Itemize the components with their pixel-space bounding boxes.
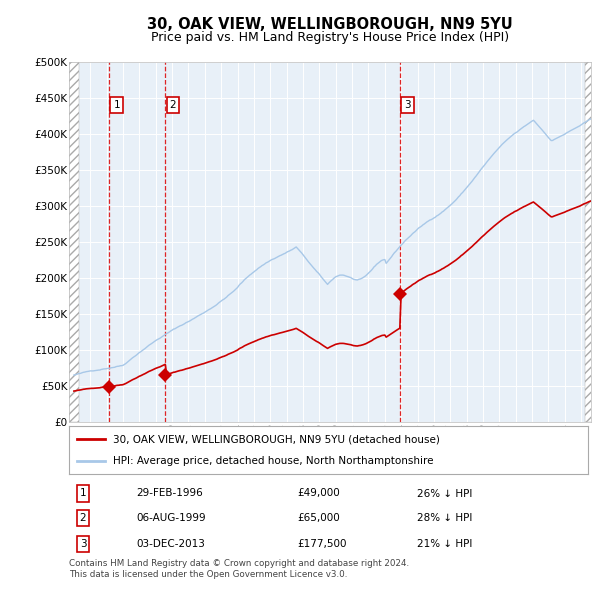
Text: 30, OAK VIEW, WELLINGBOROUGH, NN9 5YU: 30, OAK VIEW, WELLINGBOROUGH, NN9 5YU bbox=[147, 17, 513, 32]
Text: 1: 1 bbox=[80, 489, 86, 499]
Bar bbox=[585, 62, 593, 422]
Text: 28% ↓ HPI: 28% ↓ HPI bbox=[417, 513, 472, 523]
Text: 3: 3 bbox=[80, 539, 86, 549]
Text: £49,000: £49,000 bbox=[298, 489, 340, 499]
Text: 03-DEC-2013: 03-DEC-2013 bbox=[136, 539, 205, 549]
Text: 3: 3 bbox=[404, 100, 410, 110]
Text: £177,500: £177,500 bbox=[298, 539, 347, 549]
Text: 06-AUG-1999: 06-AUG-1999 bbox=[136, 513, 206, 523]
Text: Price paid vs. HM Land Registry's House Price Index (HPI): Price paid vs. HM Land Registry's House … bbox=[151, 31, 509, 44]
Text: HPI: Average price, detached house, North Northamptonshire: HPI: Average price, detached house, Nort… bbox=[113, 456, 434, 466]
Text: 1: 1 bbox=[113, 100, 120, 110]
Text: 21% ↓ HPI: 21% ↓ HPI bbox=[417, 539, 472, 549]
Text: £65,000: £65,000 bbox=[298, 513, 340, 523]
Text: 26% ↓ HPI: 26% ↓ HPI bbox=[417, 489, 472, 499]
Text: 2: 2 bbox=[80, 513, 86, 523]
Text: 30, OAK VIEW, WELLINGBOROUGH, NN9 5YU (detached house): 30, OAK VIEW, WELLINGBOROUGH, NN9 5YU (d… bbox=[113, 434, 440, 444]
Text: Contains HM Land Registry data © Crown copyright and database right 2024.
This d: Contains HM Land Registry data © Crown c… bbox=[69, 559, 409, 579]
Text: 29-FEB-1996: 29-FEB-1996 bbox=[136, 489, 203, 499]
Text: 2: 2 bbox=[169, 100, 176, 110]
Bar bbox=[69, 62, 79, 422]
